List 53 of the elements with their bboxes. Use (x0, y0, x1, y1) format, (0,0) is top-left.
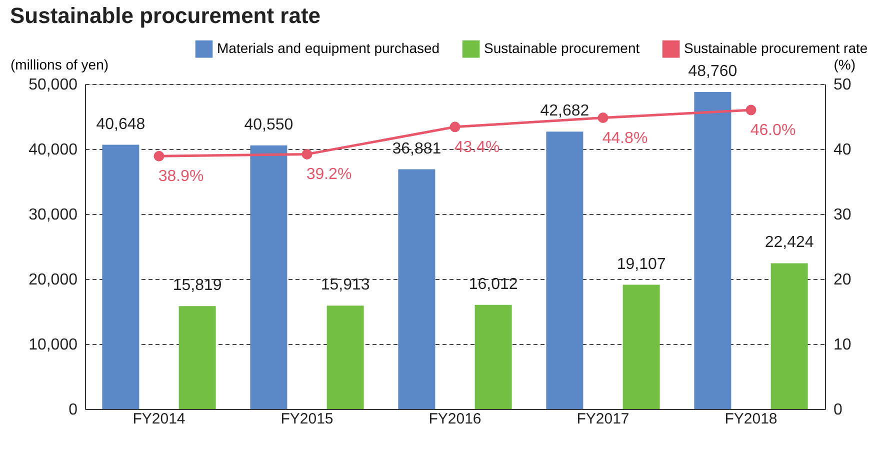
bar (398, 169, 436, 409)
y-tick-label: 30,000 (28, 206, 78, 224)
y-tick-label: 50,000 (28, 76, 78, 94)
data-label: 40,648 (96, 116, 146, 133)
point (746, 104, 756, 116)
chart-title: Sustainable procurement rate (10, 3, 321, 28)
y2-tick-label: 50 (834, 76, 852, 94)
data-label: 15,913 (320, 276, 370, 294)
y-tick-label: 0 (68, 402, 78, 418)
y-tick-label: 40,000 (28, 142, 78, 158)
y-tick-label: 10,000 (28, 336, 78, 354)
bar (694, 92, 732, 409)
data-label: 19,107 (616, 256, 666, 273)
data-label: 44.8% (602, 130, 648, 147)
bar (178, 306, 216, 409)
bar (326, 306, 364, 409)
data-label: 16,012 (468, 276, 518, 293)
y2-axis-title: (%) (834, 56, 856, 72)
bar (102, 144, 140, 409)
data-label: 36,881 (392, 140, 442, 158)
data-label: 39.2% (306, 166, 352, 184)
bar (770, 263, 808, 409)
data-label: 15,819 (172, 277, 222, 294)
point (598, 112, 608, 124)
legend-label: Sustainable procurement rate (684, 40, 868, 56)
x-tick-label: FY2015 (280, 410, 334, 428)
data-label: 38.9% (158, 168, 204, 186)
data-label: 40,550 (244, 116, 294, 134)
bar (474, 304, 512, 409)
point (302, 148, 312, 160)
bar (546, 132, 584, 409)
data-label: 43.4% (454, 138, 500, 156)
y2-tick-label: 0 (834, 402, 842, 418)
y2-tick-label: 20 (834, 272, 852, 288)
x-tick-label: FY2017 (576, 410, 630, 428)
legend-label: Materials and equipment purchased (217, 40, 440, 56)
point (450, 122, 460, 132)
bar (250, 145, 288, 409)
data-label: 46.0% (750, 122, 796, 139)
x-tick-label: FY2016 (428, 410, 482, 428)
y2-tick-label: 30 (834, 206, 852, 224)
legend-label: Sustainable procurement (484, 40, 640, 56)
data-label: 22,424 (764, 234, 814, 252)
y-tick-label: 20,000 (28, 272, 78, 288)
bar (622, 284, 660, 409)
point (154, 150, 164, 162)
x-tick-label: FY2014 (132, 410, 186, 428)
y2-tick-label: 10 (834, 336, 852, 354)
y2-tick-label: 40 (834, 142, 852, 158)
data-label: 48,760 (688, 63, 738, 80)
x-tick-label: FY2018 (724, 410, 778, 428)
data-label: 42,682 (540, 102, 590, 120)
y-axis-title: (millions of yen) (10, 56, 109, 72)
